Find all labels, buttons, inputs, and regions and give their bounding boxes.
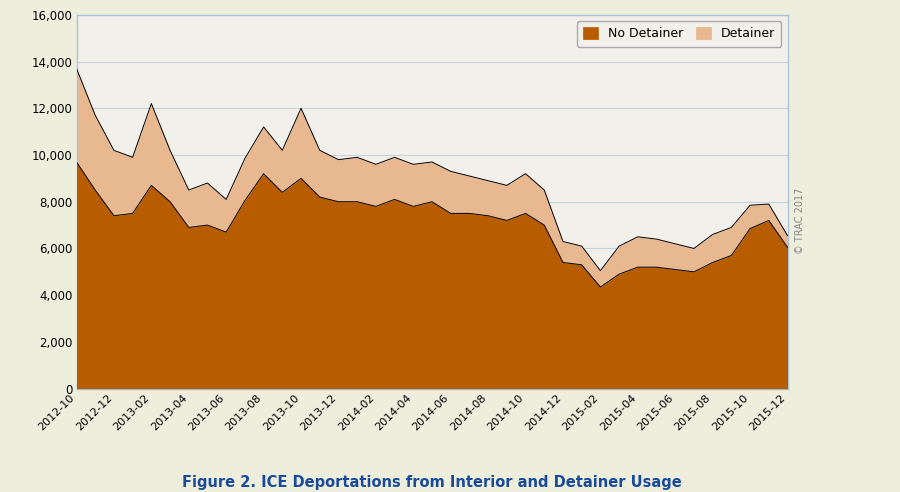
Legend: No Detainer, Detainer: No Detainer, Detainer bbox=[577, 21, 781, 47]
Text: Figure 2. ICE Deportations from Interior and Detainer Usage: Figure 2. ICE Deportations from Interior… bbox=[182, 475, 682, 490]
Text: © TRAC 2017: © TRAC 2017 bbox=[795, 187, 805, 253]
